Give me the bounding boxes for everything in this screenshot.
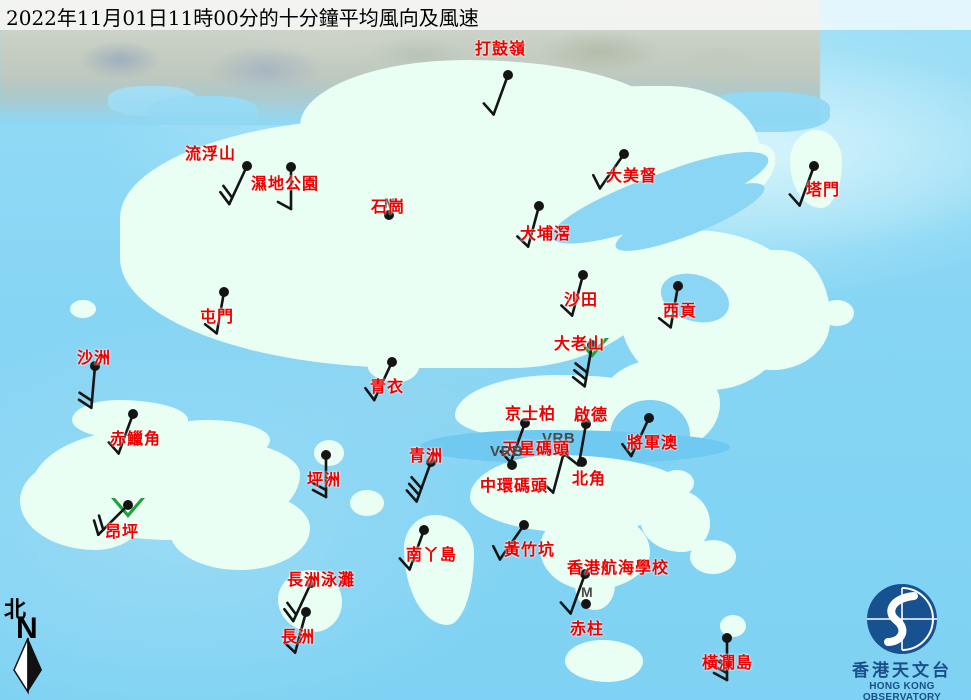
station-dot [559,447,569,457]
station-dot [503,70,513,80]
land-sha-chau [70,300,96,318]
station-label: 大美督 [606,166,658,185]
north-arrow-icon [13,637,42,695]
station-label: 沙田 [564,290,599,309]
station-label: 昂坪 [105,522,140,541]
station-label: 黃竹坑 [504,540,556,559]
station-dot [587,340,597,350]
missing-data-flag: M [581,584,593,600]
station-label: 橫瀾島 [702,653,754,672]
station-dot [619,149,629,159]
station-dot [520,418,530,428]
station-dot [581,599,591,609]
station-dot [219,287,229,297]
station-label: 赤柱 [570,619,605,638]
map-title: 2022年11月01日11時00分的十分鐘平均風向及風速 [6,6,479,30]
station-dot [387,357,397,367]
station-label: 中環碼頭 [480,476,549,495]
station-label: 塔門 [806,180,841,199]
variable-wind-flag: VRB [542,430,576,447]
station-label: 啟德 [574,405,609,424]
station-dot [644,413,654,423]
station-dot [242,161,252,171]
station-dot [580,569,590,579]
station-dot [809,161,819,171]
station-label: 打鼓嶺 [475,39,527,58]
station-label: 濕地公園 [251,174,320,193]
variable-wind-flag: VRB [490,443,524,460]
land-po-toi [565,640,643,682]
station-dot [507,460,517,470]
station-dot [123,500,133,510]
station-label: 西貢 [663,301,698,320]
station-dot [577,457,587,467]
station-dot [578,270,588,280]
station-dot [301,607,311,617]
station-dot [519,520,529,530]
compass-label-en: N [16,612,38,645]
station-label: 天星碼頭 [502,439,571,458]
hko-logo: 香港天文台 HONG KONG OBSERVATORY [835,582,969,700]
station-dot [90,361,100,371]
hko-name-en: HONG KONG OBSERVATORY [862,681,942,700]
compass-label-cn: 北 [4,597,27,623]
land-tuen-mun-peninsula [150,200,340,310]
land-tung-lung [660,470,694,496]
station-label: 北角 [572,469,607,488]
land-ninepin-group [690,540,736,574]
station-label: 大老山 [554,334,606,353]
station-dot [384,210,394,220]
title-bar: 2022年11月01日11時00分的十分鐘平均風向及風速 [0,0,971,30]
station-dot [426,457,436,467]
missing-data-flag: M [384,195,396,211]
station-dot [419,525,429,535]
land-waglan [720,615,746,637]
station-label: 屯門 [200,307,235,326]
station-label: 青洲 [409,446,444,465]
station-dot [722,633,732,643]
station-label: 將軍澳 [627,433,679,452]
station-dot [321,450,331,460]
land-basalt-island [820,300,854,326]
station-dot [673,281,683,291]
station-label: 沙洲 [77,348,112,367]
station-label: 青衣 [370,377,405,396]
station-dot [306,578,316,588]
station-label: 長洲 [281,627,316,646]
station-label: 石崗 [371,197,406,216]
station-label: 京士柏 [505,404,557,423]
land-bluff-island [770,330,810,360]
station-dot [286,162,296,172]
station-dot [534,201,544,211]
station-dot [128,409,138,419]
land-hei-ling-chau [350,490,384,516]
hko-name-cn: 香港天文台 [852,661,952,681]
station-label: 長洲泳灘 [287,570,356,589]
station-label: 坪洲 [307,470,342,489]
land-lantau-southeast [170,490,310,570]
hko-emblem-icon [867,584,937,654]
land-tung-chung [150,420,270,460]
station-label: 香港航海學校 [567,558,670,577]
land-shek-o [640,490,710,552]
station-label: 赤鱲角 [110,429,162,448]
station-label: 流浮山 [185,144,237,163]
station-label: 大埔滘 [520,224,572,243]
station-dot [581,419,591,429]
station-label: 南丫島 [406,545,458,564]
compass-rose: 北 N [4,592,66,696]
